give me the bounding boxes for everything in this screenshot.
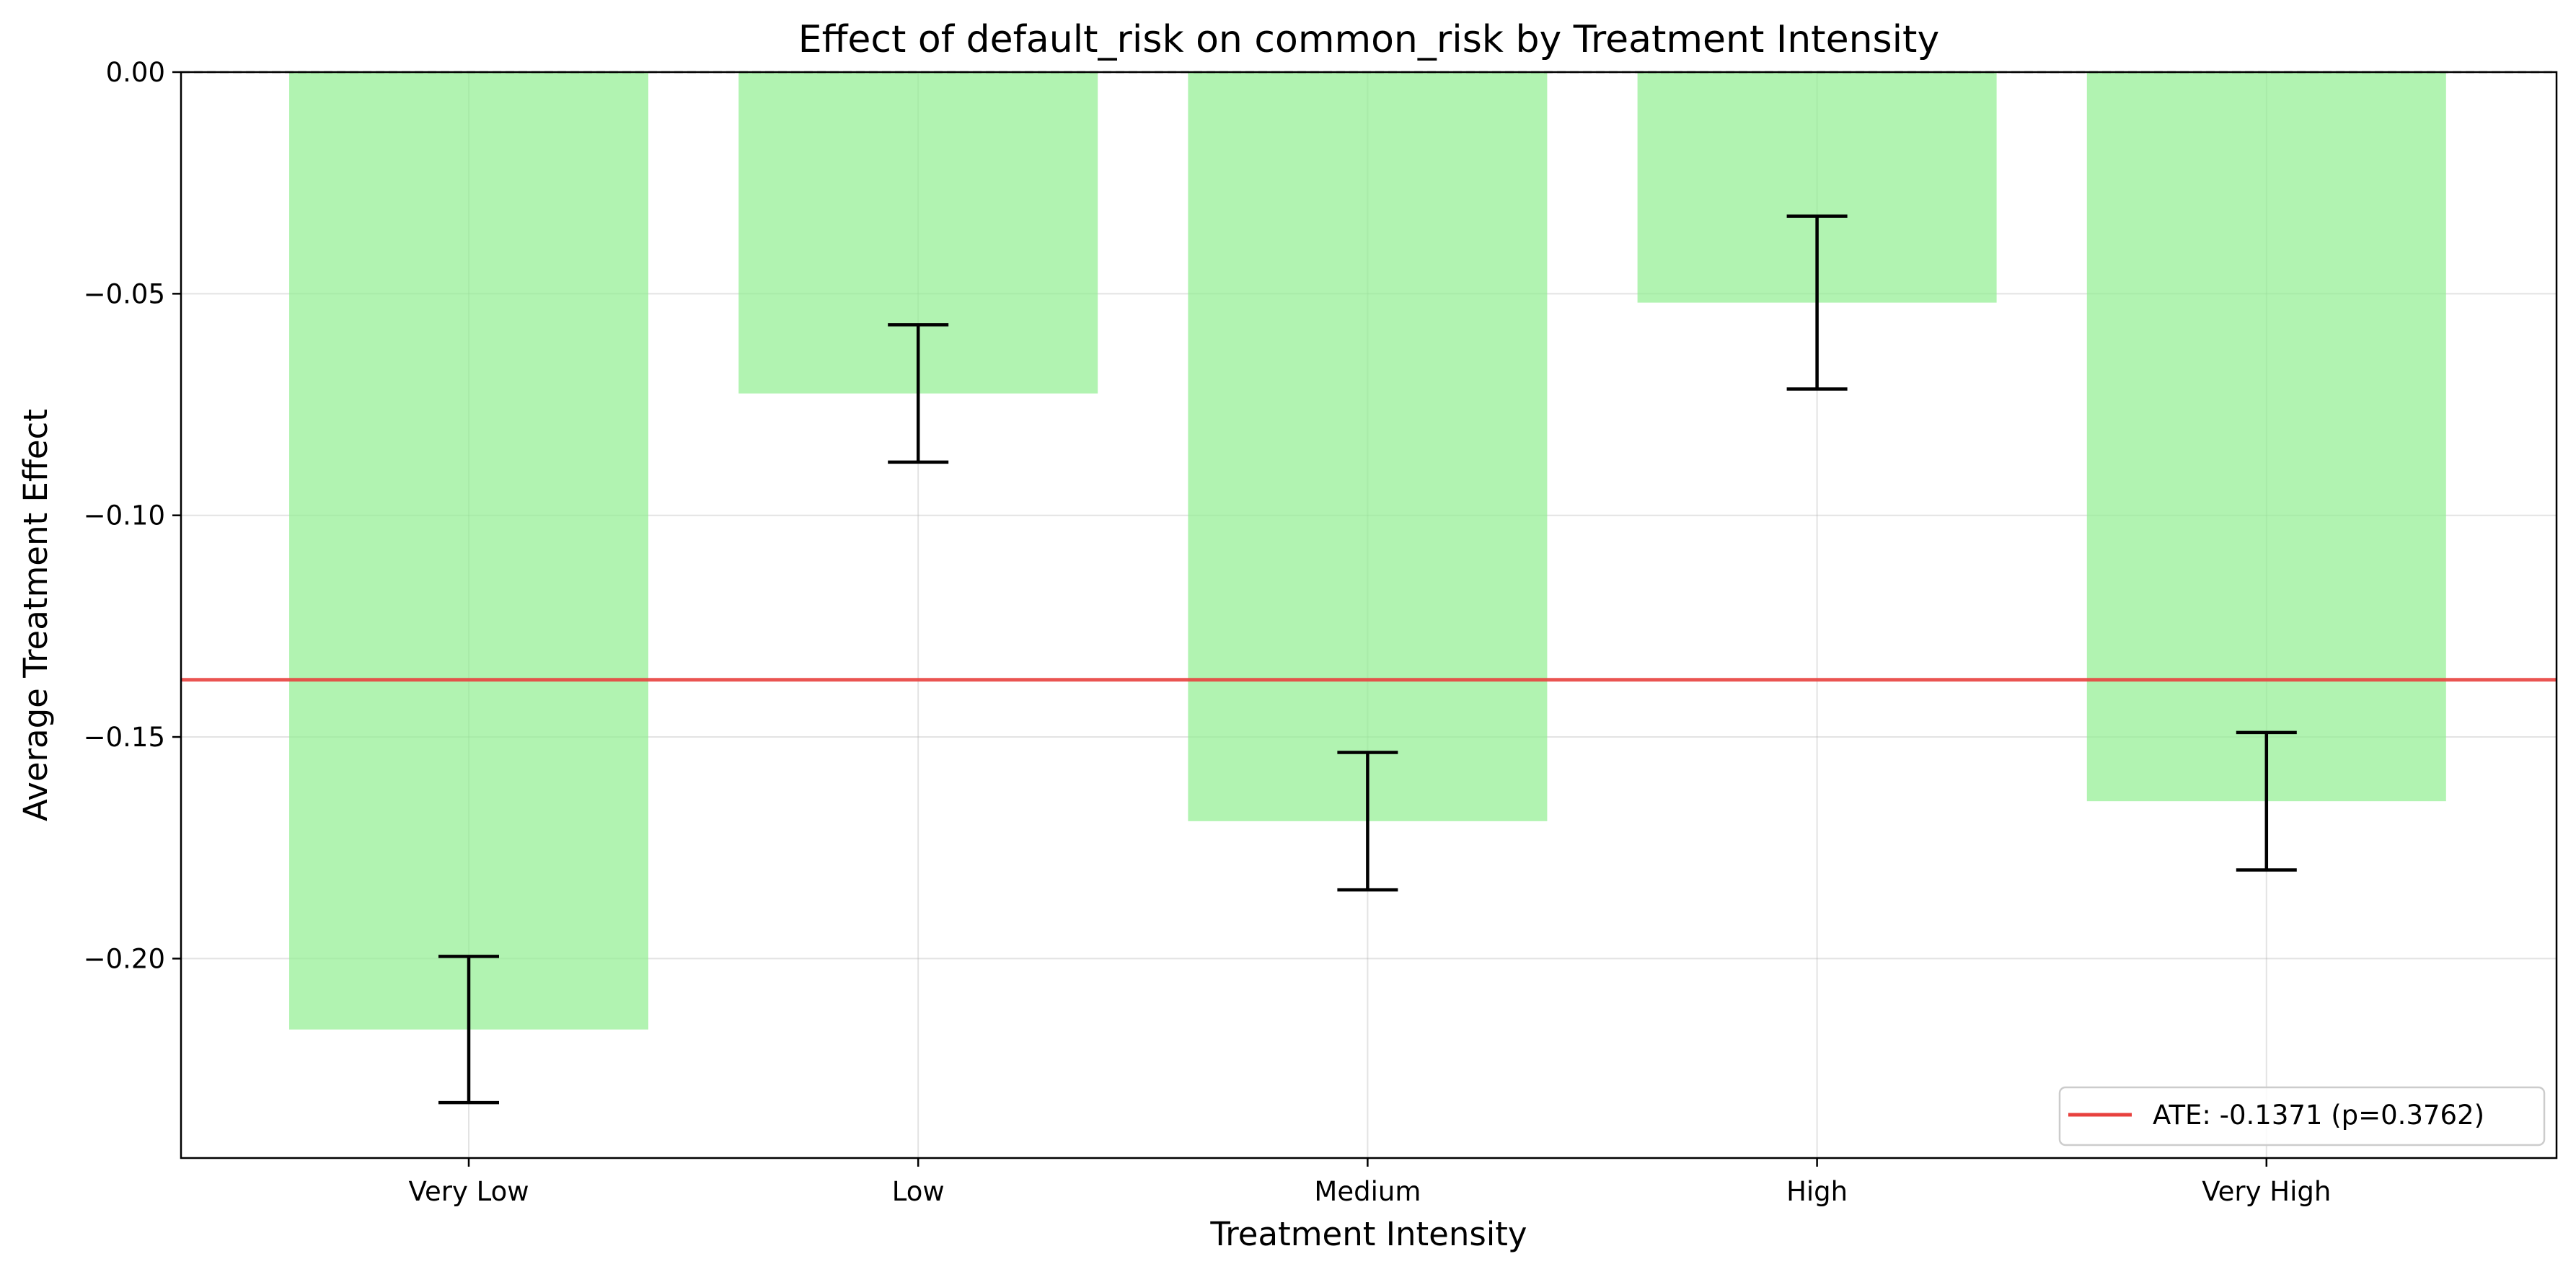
y-tick-label: −0.10 (84, 500, 165, 531)
bar (2086, 72, 2446, 802)
x-axis-label: Treatment Intensity (1209, 1215, 1527, 1253)
x-tick-label: Medium (1314, 1176, 1421, 1207)
chart-title: Effect of default_risk on common_risk by… (798, 18, 1939, 61)
plot-area-frame (180, 71, 2558, 1159)
y-axis-ticks: 0.00 −0.05 −0.10 −0.15 −0.20 (84, 57, 181, 974)
x-tick-label: Low (892, 1176, 945, 1207)
legend: ATE: -0.1371 (p=0.3762) (2058, 1086, 2546, 1146)
bar (289, 72, 648, 1030)
error-bars (438, 214, 2297, 1105)
bar (1188, 72, 1548, 821)
y-axis-label: Average Treatment Effect (17, 409, 55, 821)
x-tick-label: Very High (2202, 1176, 2331, 1207)
y-tick-label: −0.15 (84, 722, 165, 753)
y-tick-label: 0.00 (106, 57, 165, 88)
x-tick-label: High (1786, 1176, 1848, 1207)
y-tick-label: −0.20 (84, 943, 165, 974)
y-tick-label: −0.05 (84, 278, 165, 309)
legend-box (2058, 1086, 2546, 1146)
x-axis-ticks: Very Low Low Medium High Very High (409, 1158, 2331, 1207)
legend-label: ATE: -0.1371 (p=0.3762) (2153, 1100, 2484, 1131)
x-tick-label: Very Low (409, 1176, 529, 1207)
